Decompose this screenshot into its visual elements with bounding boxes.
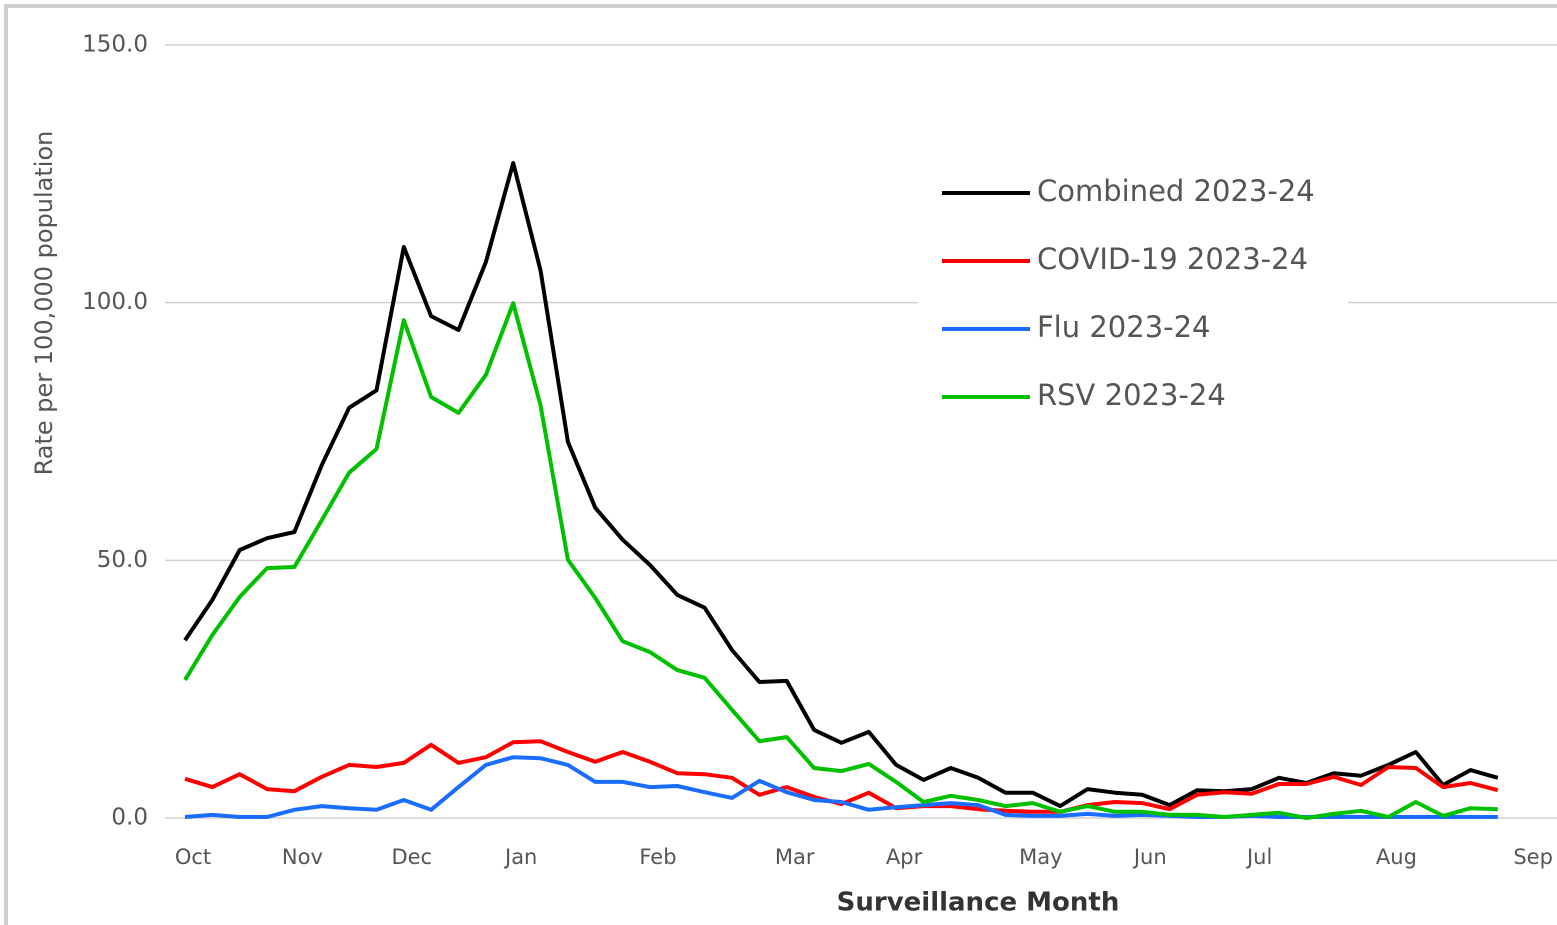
frame (4, 4, 1557, 925)
legend: Combined 2023-24 COVID-19 2023-24 Flu 2023… (918, 160, 1348, 430)
legend-label: Flu 2023-24 (1037, 310, 1211, 344)
series-line (183, 301, 1498, 820)
legend-box (918, 160, 1348, 430)
y-tick-label: 0.0 (111, 805, 148, 831)
x-tick-label: Jun (1132, 845, 1167, 869)
x-tick-label: May (1019, 845, 1062, 869)
y-tick-label: 150.0 (82, 32, 148, 58)
series-line (183, 161, 1499, 809)
x-tick-label: Apr (886, 845, 923, 869)
legend-label: RSV 2023-24 (1037, 378, 1226, 412)
x-tick-label: Oct (175, 845, 211, 869)
x-tick-label: Feb (639, 845, 676, 869)
y-tick-label: 50.0 (97, 547, 148, 573)
x-tick-label: Sep (1513, 845, 1553, 869)
series-line (184, 755, 1498, 819)
x-tick-label: Aug (1376, 845, 1417, 869)
x-tick-label: Nov (282, 845, 323, 869)
y-tick-label: 100.0 (82, 289, 148, 315)
legend-label: COVID-19 2023-24 (1037, 242, 1308, 276)
x-axis-label: Surveillance Month (837, 888, 1120, 918)
legend-label: Combined 2023-24 (1037, 174, 1315, 208)
y-axis-label: Rate per 100,000 population (30, 131, 58, 476)
series-line (184, 739, 1499, 814)
x-tick-label: Jul (1245, 845, 1272, 869)
x-tick-label: Jan (503, 845, 537, 869)
x-tick-label: Mar (775, 845, 815, 869)
x-tick-label: Dec (391, 845, 432, 869)
